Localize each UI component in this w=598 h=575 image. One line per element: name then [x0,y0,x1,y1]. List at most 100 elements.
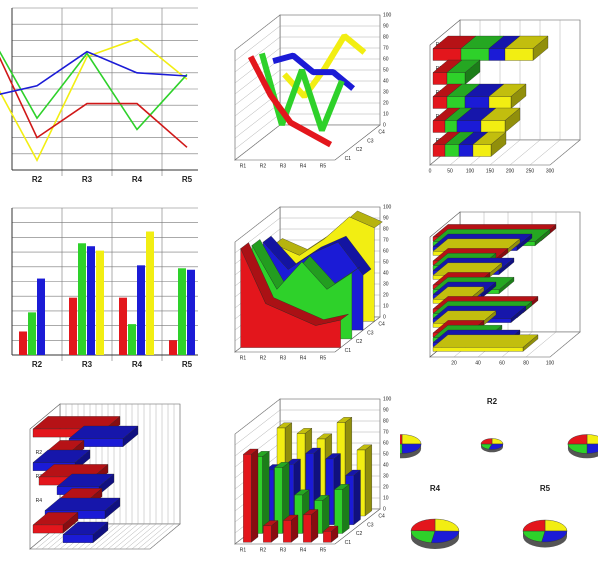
y-tick-label: 60 [383,248,389,254]
bar-front [458,144,474,157]
bar-side [262,450,270,534]
pie-slice [586,434,598,445]
bar-front [432,72,448,85]
bar-side [364,444,372,517]
y-tick-label: 70 [383,237,389,243]
y-tick-label: 100 [383,396,392,402]
grid-line [234,206,380,243]
y-tick-label: 20 [383,484,389,490]
pie-slice [400,434,403,445]
y-tick-label: 20 [383,292,389,298]
x-tick-label: R1 [240,355,247,361]
pie-slice [430,530,460,544]
bar-3d [334,483,350,534]
grid-line [525,212,557,358]
pie-slice [544,519,568,532]
bar [128,324,136,355]
x-tick-label: R3 [280,547,287,553]
x-tick-label: R3 [82,360,93,369]
bar-front [460,48,490,61]
grid-line [113,404,145,550]
legend-label: C4 [378,514,385,520]
x-tick-label: R4 [132,175,143,184]
grid-line [234,398,380,435]
y-tick-label: 90 [383,215,389,221]
x-tick-label: 60 [499,360,505,366]
x-tick-label: R3 [82,175,93,184]
x-tick-label: 40 [475,360,481,366]
bar-front [432,120,446,133]
bar-front [472,144,492,157]
bar-front [444,120,458,133]
y-tick-label: 0 [383,122,386,128]
y-tick-label: 30 [383,281,389,287]
grid-line [234,91,380,128]
pie-slice [567,443,588,454]
bar-front [432,347,524,352]
pie-title: R2 [487,397,498,406]
pie-slice [567,434,588,445]
x-tick-label: 250 [526,168,535,174]
bar [37,278,45,355]
legend-label: C1 [345,348,352,354]
bar-side [251,448,259,543]
grid-line [143,404,175,550]
legend-label: C3 [367,522,374,528]
bar-side [353,469,361,526]
x-tick-label: R2 [260,355,267,361]
grid-line [107,404,139,550]
chart-panel: 050100150200250300R1R2R3R4R5 [429,19,581,174]
bar-front [432,96,448,109]
bar-front [334,489,343,534]
y-tick-label: 70 [383,429,389,435]
y-tick-label: 0 [383,314,386,320]
bar-3d [242,448,259,543]
pie-slice [541,530,568,543]
x-tick-label: R4 [300,163,307,169]
x-tick-label: 50 [447,168,453,174]
grid-line [529,20,561,166]
x-tick-label: R5 [320,547,327,553]
line-series [0,50,188,95]
y-tick-label: 60 [383,440,389,446]
y-tick-label: 50 [383,451,389,457]
x-tick-label: 300 [546,168,555,174]
y-tick-label: 40 [383,78,389,84]
bar [19,331,27,355]
bar-front [303,514,312,543]
y-tick-label: 30 [383,89,389,95]
y-tick-label: 10 [383,495,389,501]
bar [69,297,77,355]
y-tick-label: 80 [383,34,389,40]
bar-front [32,524,64,534]
bar-front [446,72,466,85]
chart-panel: R2 R4 R5 [400,397,598,549]
bar-3d [282,514,299,543]
y-tick-label: 10 [383,111,389,117]
bar [119,297,127,355]
bar-front [488,96,512,109]
bar [96,250,104,355]
x-tick-label: 20 [451,360,457,366]
x-tick-label: 80 [523,360,529,366]
grid-line [119,404,151,550]
bar-front [480,120,506,133]
bar-3d [32,512,79,534]
grid-line [131,404,163,550]
pie-slice [434,518,460,532]
bar-3d [274,461,290,534]
pie-slice [401,434,422,445]
x-tick-label: R3 [280,163,287,169]
grid-line [234,217,380,254]
bar [28,312,36,355]
legend-label: C1 [345,540,352,546]
y-tick-label: 100 [383,204,392,210]
bar-front [432,48,462,61]
pie-slice [410,530,436,544]
x-tick-label: R2 [32,175,43,184]
bar [137,265,145,355]
x-tick-label: R5 [182,360,193,369]
y-tick-label: 30 [383,473,389,479]
grid-line [101,404,133,550]
y-tick-label: 50 [383,67,389,73]
